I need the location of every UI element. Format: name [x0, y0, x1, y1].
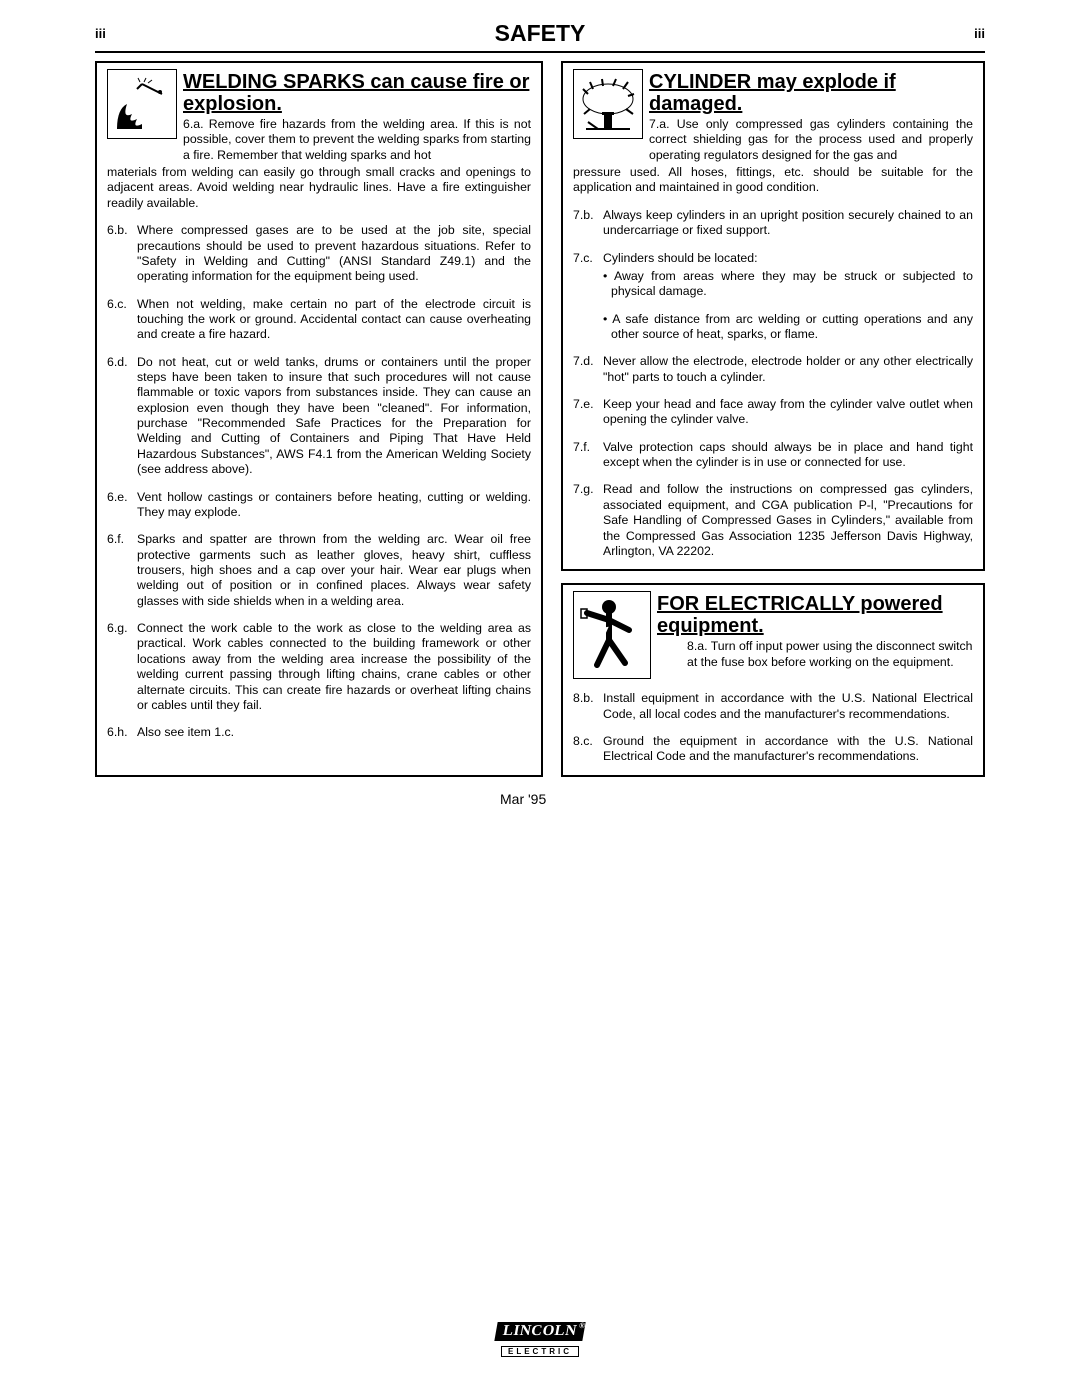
page-number-right: iii — [974, 26, 985, 41]
item-text: Sparks and spatter are thrown from the w… — [137, 532, 531, 609]
item-text: Valve protection caps should always be i… — [603, 440, 973, 471]
item-text: Also see item 1.c. — [137, 725, 531, 740]
item-number: 6.b. — [107, 223, 137, 284]
bullet-item: Away from areas where they may be struck… — [603, 269, 973, 300]
item-text: Always keep cylinders in an upright posi… — [603, 208, 973, 239]
item-number: 8.c. — [573, 734, 603, 765]
section-header-welding: WELDING SPARKS can cause fire or explosi… — [107, 69, 531, 163]
item-text: Turn off input power using the disconnec… — [687, 639, 973, 668]
list-item: 7.f.Valve protection caps should always … — [573, 440, 973, 471]
item-number: 6.e. — [107, 490, 137, 521]
item-text: Remove fire hazards from the welding are… — [183, 117, 531, 162]
item-text: Read and follow the instructions on comp… — [603, 482, 973, 559]
item-text-continued: materials from welding can easily go thr… — [107, 165, 531, 211]
item-number: 7.c. — [573, 251, 603, 266]
right-column-cylinder: CYLINDER may explode if damaged. 7.a. Us… — [561, 61, 985, 571]
item-number: 6.c. — [107, 297, 137, 343]
right-column-electric: FOR ELECTRICALLY powered equipment. 8.a.… — [561, 583, 985, 776]
section-title-electric: FOR ELECTRICALLY powered equipment. — [657, 591, 973, 637]
logo-sub: ELECTRIC — [501, 1346, 579, 1357]
content-columns: WELDING SPARKS can cause fire or explosi… — [0, 53, 1080, 777]
list-item: 8.c.Ground the equipment in accordance w… — [573, 734, 973, 765]
list-item: 7.g.Read and follow the instructions on … — [573, 482, 973, 559]
item-number: 7.a. — [649, 117, 670, 131]
bullet-item: A safe distance from arc welding or cutt… — [603, 312, 973, 343]
fire-spark-icon — [107, 69, 177, 139]
list-item: 6.c.When not welding, make certain no pa… — [107, 297, 531, 343]
list-item: 7.c.Cylinders should be located: — [573, 251, 973, 266]
item-text: Keep your head and face away from the cy… — [603, 397, 973, 428]
page-header: iii SAFETY iii — [0, 0, 1080, 47]
footer-logo: LINCOLN® ELECTRIC — [0, 1322, 1080, 1359]
list-item: 6.d.Do not heat, cut or weld tanks, drum… — [107, 355, 531, 478]
right-column-stack: CYLINDER may explode if damaged. 7.a. Us… — [561, 61, 985, 777]
bullet-list: Away from areas where they may be struck… — [573, 269, 973, 342]
item-number: 6.d. — [107, 355, 137, 478]
section-header-electric: FOR ELECTRICALLY powered equipment. 8.a.… — [573, 591, 973, 679]
list-item: 6.h.Also see item 1.c. — [107, 725, 531, 740]
item-text: Cylinders should be located: — [603, 251, 973, 266]
list-item: 8.b.Install equipment in accordance with… — [573, 691, 973, 722]
item-text: Connect the work cable to the work as cl… — [137, 621, 531, 713]
item-number: 6.f. — [107, 532, 137, 609]
section-header-cylinder: CYLINDER may explode if damaged. 7.a. Us… — [573, 69, 973, 163]
item-text: Install equipment in accordance with the… — [603, 691, 973, 722]
item-text: When not welding, make certain no part o… — [137, 297, 531, 343]
list-item: 6.b.Where compressed gases are to be use… — [107, 223, 531, 284]
item-text: Use only compressed gas cylinders contai… — [649, 117, 973, 162]
item-number: 7.e. — [573, 397, 603, 428]
item-text: Ground the equipment in accordance with … — [603, 734, 973, 765]
list-item: 6.g.Connect the work cable to the work a… — [107, 621, 531, 713]
item-number: 6.g. — [107, 621, 137, 713]
cylinder-explode-icon — [573, 69, 643, 139]
item-number: 7.f. — [573, 440, 603, 471]
section-title-cylinder: CYLINDER may explode if damaged. — [649, 69, 973, 115]
item-text: Vent hollow castings or containers befor… — [137, 490, 531, 521]
item-text: Never allow the electrode, electrode hol… — [603, 354, 973, 385]
item-number: 7.d. — [573, 354, 603, 385]
item-number: 7.g. — [573, 482, 603, 559]
logo-main: LINCOLN® — [495, 1322, 586, 1341]
page-title: SAFETY — [495, 20, 586, 47]
item-text: Where compressed gases are to be used at… — [137, 223, 531, 284]
list-item: 6.e.Vent hollow castings or containers b… — [107, 490, 531, 521]
document-date: Mar '95 — [0, 777, 1080, 807]
item-number: 6.a. — [183, 117, 204, 131]
item-number: 8.b. — [573, 691, 603, 722]
list-item: 7.b.Always keep cylinders in an upright … — [573, 208, 973, 239]
item-number: 7.b. — [573, 208, 603, 239]
list-item: 7.d.Never allow the electrode, electrode… — [573, 354, 973, 385]
section-title-welding: WELDING SPARKS can cause fire or explosi… — [183, 69, 531, 115]
item-number: 8.a. — [687, 639, 708, 653]
list-item: 6.f.Sparks and spatter are thrown from t… — [107, 532, 531, 609]
left-column: WELDING SPARKS can cause fire or explosi… — [95, 61, 543, 777]
item-text-continued: pressure used. All hoses, fittings, etc.… — [573, 165, 973, 196]
item-number: 6.h. — [107, 725, 137, 740]
page-number-left: iii — [95, 26, 106, 41]
electric-shock-icon — [573, 591, 651, 679]
list-item: 7.e.Keep your head and face away from th… — [573, 397, 973, 428]
item-text: Do not heat, cut or weld tanks, drums or… — [137, 355, 531, 478]
